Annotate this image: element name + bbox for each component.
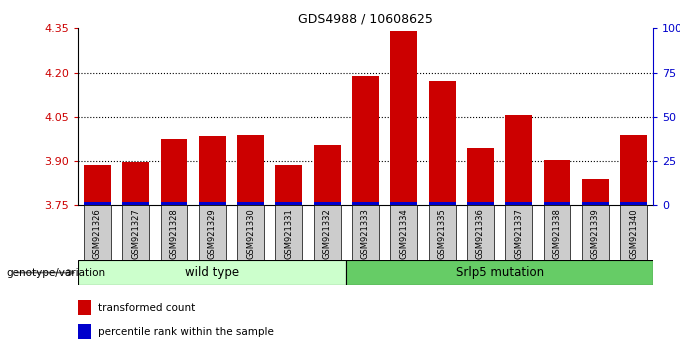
Text: GSM921338: GSM921338 xyxy=(553,208,562,259)
Bar xyxy=(505,115,532,205)
Text: GSM921331: GSM921331 xyxy=(284,208,293,259)
Bar xyxy=(84,205,111,260)
Bar xyxy=(78,324,91,339)
Bar xyxy=(428,81,456,205)
Bar xyxy=(275,166,303,205)
Bar xyxy=(199,205,226,260)
Bar xyxy=(620,205,647,260)
Bar xyxy=(543,202,571,205)
Text: GSM921335: GSM921335 xyxy=(438,208,447,259)
Bar xyxy=(346,260,653,285)
Bar xyxy=(313,202,341,205)
Text: GSM921330: GSM921330 xyxy=(246,208,255,259)
Bar xyxy=(582,205,609,260)
Bar xyxy=(122,205,149,260)
Text: wild type: wild type xyxy=(185,266,239,279)
Bar xyxy=(352,75,379,205)
Bar xyxy=(122,162,149,205)
Bar xyxy=(543,205,571,260)
Bar xyxy=(160,205,188,260)
Bar xyxy=(352,202,379,205)
Text: GSM921337: GSM921337 xyxy=(514,208,523,259)
Bar xyxy=(78,260,346,285)
Text: GSM921327: GSM921327 xyxy=(131,208,140,259)
Text: GSM921334: GSM921334 xyxy=(399,208,408,259)
Bar xyxy=(237,205,264,260)
Bar xyxy=(352,205,379,260)
Bar xyxy=(428,205,456,260)
Text: percentile rank within the sample: percentile rank within the sample xyxy=(99,326,274,337)
Text: GSM921333: GSM921333 xyxy=(361,208,370,259)
Bar xyxy=(390,205,418,260)
Bar xyxy=(582,202,609,205)
Bar xyxy=(390,31,418,205)
Bar xyxy=(467,205,494,260)
Bar xyxy=(390,202,418,205)
Bar xyxy=(620,135,647,205)
Bar xyxy=(313,205,341,260)
Text: GSM921336: GSM921336 xyxy=(476,208,485,259)
Text: GSM921328: GSM921328 xyxy=(169,208,178,259)
Bar xyxy=(237,202,264,205)
Text: GSM921332: GSM921332 xyxy=(323,208,332,259)
Bar xyxy=(467,148,494,205)
Text: GSM921329: GSM921329 xyxy=(208,208,217,259)
Text: transformed count: transformed count xyxy=(99,303,196,313)
Bar xyxy=(199,202,226,205)
Title: GDS4988 / 10608625: GDS4988 / 10608625 xyxy=(298,13,433,26)
Bar xyxy=(275,205,303,260)
Bar xyxy=(78,300,91,315)
Bar xyxy=(160,202,188,205)
Bar xyxy=(505,205,532,260)
Bar xyxy=(543,160,571,205)
Bar xyxy=(582,179,609,205)
Text: genotype/variation: genotype/variation xyxy=(7,268,106,278)
Bar xyxy=(160,139,188,205)
Bar xyxy=(122,202,149,205)
Bar xyxy=(313,145,341,205)
Text: Srlp5 mutation: Srlp5 mutation xyxy=(456,266,543,279)
Text: GSM921340: GSM921340 xyxy=(629,208,638,259)
Bar xyxy=(84,202,111,205)
Text: GSM921326: GSM921326 xyxy=(93,208,102,259)
Bar xyxy=(467,202,494,205)
Bar xyxy=(505,202,532,205)
Text: GSM921339: GSM921339 xyxy=(591,208,600,259)
Bar xyxy=(275,202,303,205)
Bar xyxy=(620,202,647,205)
Bar xyxy=(199,136,226,205)
Bar xyxy=(84,166,111,205)
Bar xyxy=(428,202,456,205)
Bar xyxy=(237,135,264,205)
